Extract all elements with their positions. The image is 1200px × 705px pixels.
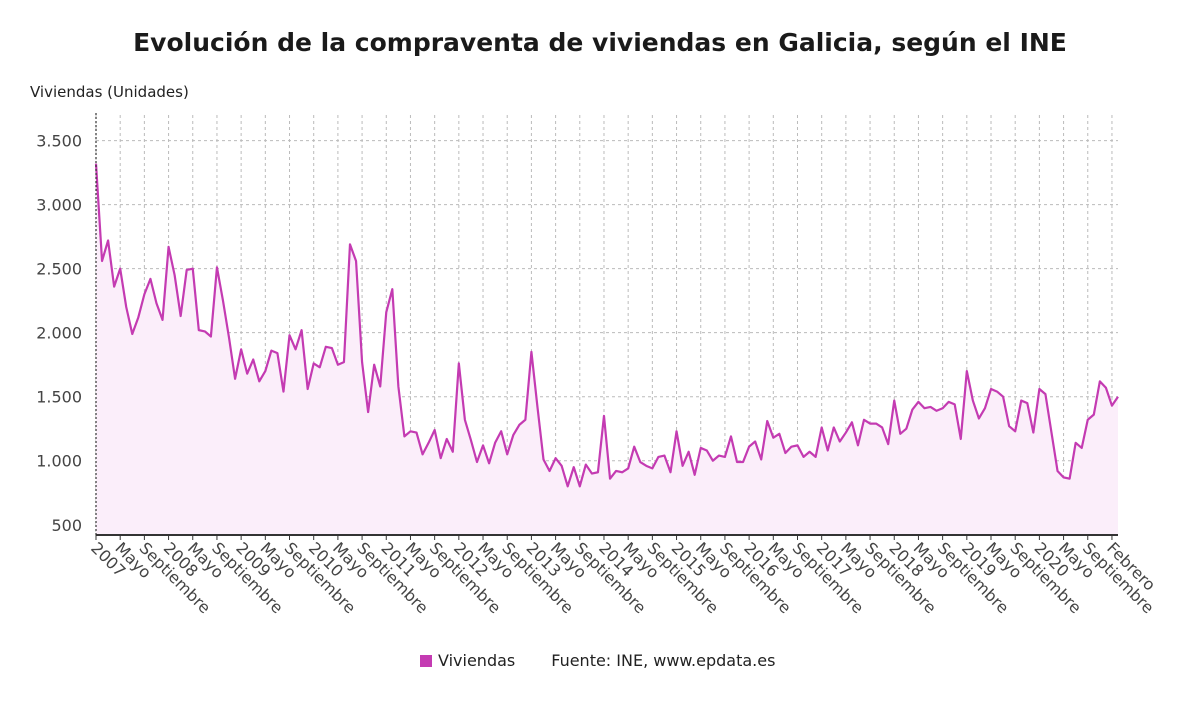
y-tick-label: 3.500 bbox=[36, 132, 82, 151]
x-tick-labels: 2007MayoSeptiembre2008MayoSeptiembre2009… bbox=[87, 538, 1159, 617]
axes bbox=[95, 113, 1118, 540]
legend-label-viviendas: Viviendas bbox=[438, 651, 516, 670]
y-tick-label: 1.000 bbox=[36, 452, 82, 471]
source-text: Fuente: INE, www.epdata.es bbox=[551, 651, 776, 670]
y-tick-label: 1.500 bbox=[36, 388, 82, 407]
legend: Viviendas Fuente: INE, www.epdata.es bbox=[420, 651, 775, 670]
chart-title: Evolución de la compraventa de viviendas… bbox=[133, 28, 1067, 57]
y-tick-label: 2.500 bbox=[36, 260, 82, 279]
legend-swatch-viviendas bbox=[420, 654, 432, 667]
y-tick-label: 2.000 bbox=[36, 324, 82, 343]
y-tick-labels: 500 1.000 1.500 2.000 2.500 3.000 3.500 bbox=[36, 132, 82, 535]
area-fill bbox=[96, 163, 1118, 535]
y-axis-label: Viviendas (Unidades) bbox=[30, 83, 189, 101]
series-line-viviendas bbox=[94, 163, 1119, 488]
y-tick-label: 3.000 bbox=[36, 196, 82, 215]
y-tick-label: 500 bbox=[51, 516, 82, 535]
